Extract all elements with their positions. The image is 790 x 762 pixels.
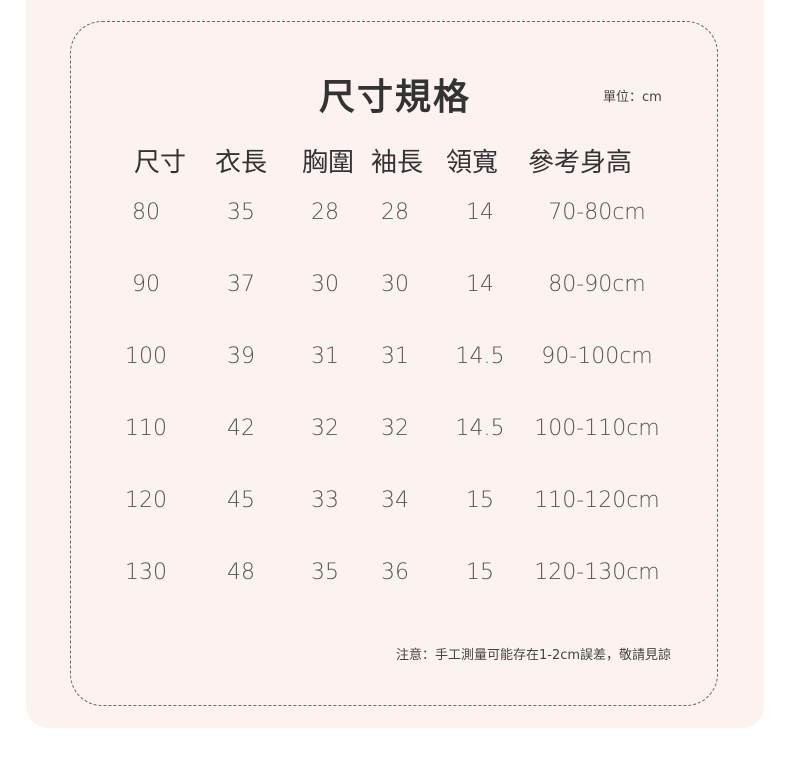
table-cell: 32: [381, 416, 409, 441]
table-cell: 90: [132, 272, 160, 297]
column-header: 參考身高: [527, 148, 633, 178]
table-cell: 36: [381, 560, 409, 585]
table-cell: 45: [227, 488, 255, 513]
table-cell: 39: [227, 344, 255, 369]
table-cell: 28: [311, 200, 339, 225]
table-cell: 35: [227, 200, 255, 225]
table-cell: 14.5: [455, 416, 505, 441]
unit-label: 單位：cm: [603, 90, 662, 105]
table-cell: 80: [132, 200, 160, 225]
size-chart-panel: [26, 0, 764, 728]
table-cell: 90-100cm: [541, 344, 653, 369]
column-header: 衣長: [214, 148, 268, 178]
measurement-note: 注意：手工測量可能存在1-2cm誤差，敬請見諒: [396, 648, 672, 663]
column-header: 胸圍: [301, 148, 355, 178]
table-cell: 15: [466, 488, 494, 513]
table-cell: 100: [125, 344, 167, 369]
table-cell: 70-80cm: [548, 200, 646, 225]
table-cell: 32: [311, 416, 339, 441]
table-cell: 31: [311, 344, 339, 369]
table-cell: 37: [227, 272, 255, 297]
table-cell: 110: [125, 416, 167, 441]
table-cell: 42: [227, 416, 255, 441]
page-title: 尺寸規格: [318, 77, 471, 118]
column-header: 袖長: [370, 148, 424, 178]
table-cell: 120-130cm: [534, 560, 660, 585]
table-cell: 15: [466, 560, 494, 585]
table-cell: 30: [311, 272, 339, 297]
table-cell: 30: [381, 272, 409, 297]
table-cell: 34: [381, 488, 409, 513]
table-cell: 31: [381, 344, 409, 369]
column-header: 領寬: [445, 148, 499, 178]
table-cell: 33: [311, 488, 339, 513]
table-cell: 35: [311, 560, 339, 585]
table-cell: 28: [381, 200, 409, 225]
column-header: 尺寸: [133, 148, 187, 178]
table-cell: 14: [466, 200, 494, 225]
table-cell: 100-110cm: [534, 416, 660, 441]
table-cell: 14.5: [455, 344, 505, 369]
table-cell: 120: [125, 488, 167, 513]
dashed-frame: [70, 21, 718, 706]
table-cell: 14: [466, 272, 494, 297]
table-cell: 80-90cm: [548, 272, 646, 297]
table-cell: 48: [227, 560, 255, 585]
table-cell: 110-120cm: [534, 488, 660, 513]
table-cell: 130: [125, 560, 167, 585]
